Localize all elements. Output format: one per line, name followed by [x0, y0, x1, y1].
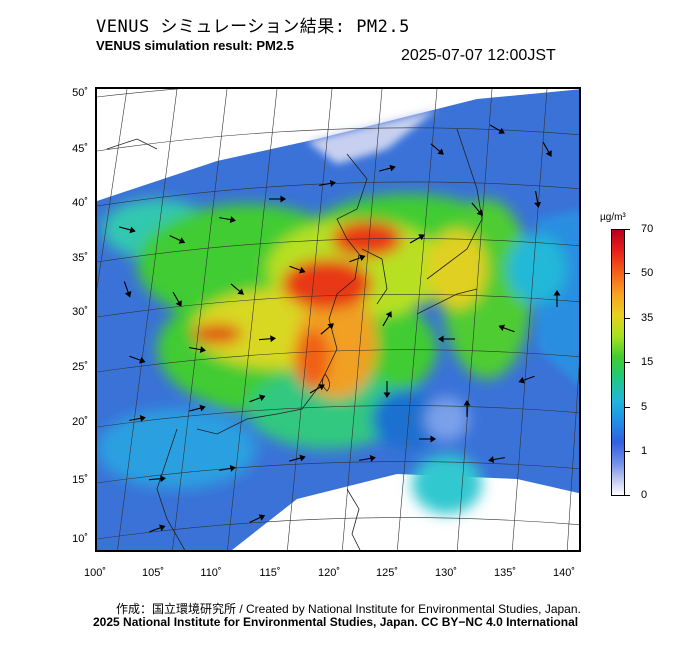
- colorbar-tick: [625, 318, 630, 319]
- colorbar-unit: µg/m³: [600, 212, 626, 223]
- lat-label-40: 40˚: [72, 197, 88, 209]
- lat-label-25: 25˚: [72, 361, 88, 373]
- colorbar-label-1: 1: [641, 445, 648, 457]
- lon-label-105: 105˚: [141, 567, 165, 579]
- colorbar-tick: [625, 362, 630, 363]
- lon-label-140: 140˚: [552, 567, 576, 579]
- copyright-line: 2025 National Institute for Environmenta…: [93, 615, 579, 629]
- lon-label-135: 135˚: [493, 567, 517, 579]
- lat-label-50: 50˚: [72, 87, 88, 99]
- colorbar-label-35: 35: [641, 312, 654, 324]
- title-english: VENUS simulation result: PM2.5: [96, 38, 294, 53]
- lat-label-30: 30˚: [72, 306, 88, 318]
- coastlines: [106, 128, 483, 550]
- title-japanese: VENUS シミュレーション結果: PM2.5: [96, 17, 410, 37]
- colorbar-tick: [625, 229, 630, 230]
- lon-label-120: 120˚: [317, 567, 341, 579]
- colorbar-tick: [625, 495, 630, 496]
- forecast-timestamp: 2025-07-07 12:00JST: [401, 47, 556, 64]
- lon-label-115: 115˚: [259, 567, 281, 579]
- colorbar-label-15: 15: [641, 356, 654, 368]
- lat-label-15: 15˚: [72, 474, 88, 486]
- lat-label-35: 35˚: [72, 252, 88, 264]
- lat-label-10: 10˚: [72, 533, 88, 545]
- lon-label-110: 110˚: [200, 567, 222, 579]
- lat-label-20: 20˚: [72, 416, 88, 428]
- credit-line: 作成：国立環境研究所 / Created by National Institu…: [116, 602, 581, 616]
- colorbar-label-0: 0: [641, 489, 648, 501]
- lat-label-45: 45˚: [72, 143, 88, 155]
- colorbar-tick: [625, 451, 630, 452]
- lon-label-100: 100˚: [83, 567, 107, 579]
- colorbar-tick: [625, 407, 630, 408]
- colorbar-label-70: 70: [641, 223, 654, 235]
- colorbar-label-50: 50: [641, 267, 654, 279]
- graticule: [97, 89, 579, 550]
- wind-vectors: [119, 124, 561, 533]
- colorbar-tick: [625, 273, 630, 274]
- pm25-map: [95, 87, 581, 552]
- lon-label-130: 130˚: [434, 567, 458, 579]
- colorbar: [611, 229, 625, 496]
- lon-label-125: 125˚: [375, 567, 399, 579]
- map-canvas: [97, 89, 579, 550]
- colorbar-label-5: 5: [641, 401, 648, 413]
